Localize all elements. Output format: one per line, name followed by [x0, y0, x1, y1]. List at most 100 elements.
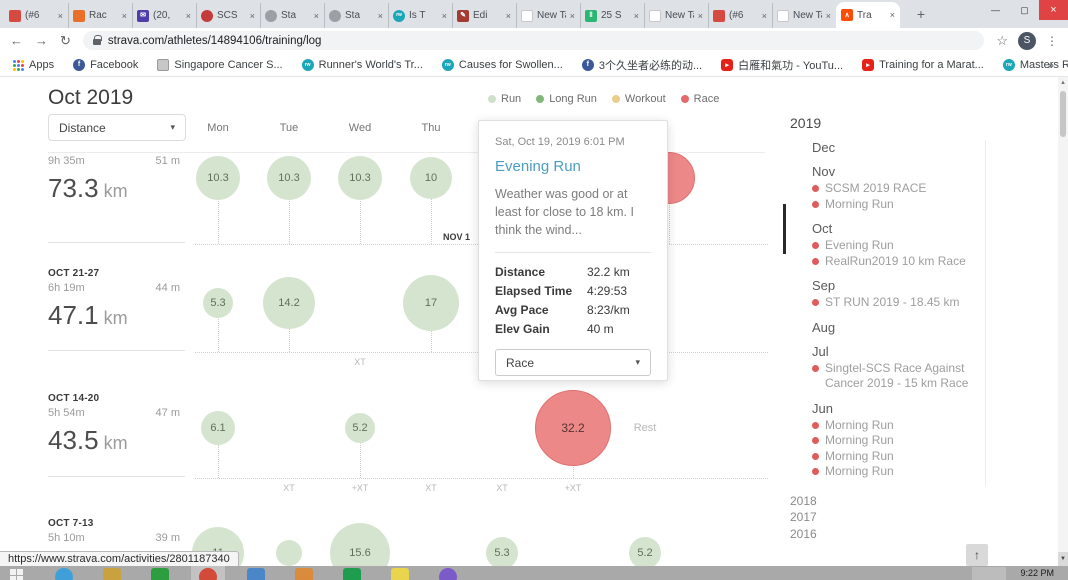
tab-close-icon[interactable]: × — [313, 10, 319, 21]
reload-icon[interactable]: ↻ — [60, 33, 71, 48]
taskbar-chrome-icon[interactable] — [199, 568, 217, 580]
activity-bubble[interactable]: 6.1 — [201, 411, 235, 445]
metric-select[interactable]: Distance ▾ — [48, 114, 186, 141]
sidebar-activity-link[interactable]: Morning Run — [812, 197, 981, 213]
bookmark-item[interactable]: ▸ 白雁和氣功 - YouTu... — [721, 57, 843, 73]
bookmark-item[interactable]: f 3个久坐者必练的动... — [581, 57, 702, 73]
activity-bubble[interactable]: 14.2 — [263, 277, 315, 329]
taskbar-internet-explorer-icon[interactable] — [55, 568, 73, 580]
browser-tab[interactable]: New Ta× — [516, 3, 580, 28]
sidebar-activity-link[interactable]: Morning Run — [812, 433, 981, 449]
sidebar-month-jul[interactable]: Jul — [812, 343, 829, 359]
taskbar-app-blue-icon[interactable] — [247, 568, 265, 580]
activity-title-link[interactable]: Evening Run — [495, 158, 581, 175]
sidebar-activity-link[interactable]: Evening Run — [812, 238, 981, 254]
sidebar-month-jun[interactable]: Jun — [812, 400, 833, 416]
taskbar-paint-icon[interactable] — [295, 568, 313, 580]
activity-bubble[interactable]: 10 — [410, 157, 452, 199]
tab-close-icon[interactable]: × — [761, 10, 767, 21]
browser-tab[interactable]: Rac × — [68, 3, 132, 28]
browser-tab[interactable]: ✎ Edi × — [452, 3, 516, 28]
bookmark-star-icon[interactable]: ☆ — [996, 32, 1008, 48]
taskbar-app-purple-icon[interactable] — [439, 568, 457, 580]
scrollbar-thumb[interactable] — [1060, 91, 1066, 137]
bookmark-item[interactable]: rw Masters Runners |... — [1002, 58, 1068, 71]
browser-tab[interactable]: New Ta× — [772, 3, 836, 28]
sidebar-month-dec[interactable]: Dec — [812, 140, 836, 155]
forward-icon[interactable]: → — [35, 33, 48, 48]
sidebar-activity-link[interactable]: Morning Run — [812, 418, 981, 434]
bookmark-item[interactable]: ▸ Training for a Marat... — [862, 58, 984, 71]
sidebar-activity-link[interactable]: Morning Run — [812, 464, 981, 480]
browser-tab-active[interactable]: ∧ Tra × — [836, 2, 900, 28]
browser-tab[interactable]: (#6 × — [708, 3, 772, 28]
bookmarks-overflow-icon[interactable]: » — [1047, 57, 1054, 72]
browser-tab[interactable]: SCS × — [196, 3, 260, 28]
url-input[interactable]: strava.com/athletes/14894106/training/lo… — [82, 31, 985, 50]
maximize-button[interactable]: ▢ — [1020, 4, 1029, 15]
sidebar-month-aug[interactable]: Aug — [812, 319, 836, 335]
scrollbar-up-icon[interactable]: ▲ — [1060, 80, 1066, 86]
tab-close-icon[interactable]: × — [377, 10, 383, 21]
sidebar-year-2016[interactable]: 2016 — [790, 526, 817, 541]
activity-bubble[interactable]: 10.3 — [338, 156, 382, 200]
sidebar-activity-link[interactable]: SCSM 2019 RACE — [812, 181, 981, 197]
scroll-to-top-button[interactable]: ↑ — [966, 544, 988, 566]
sidebar-year-header[interactable]: 2019 — [790, 115, 822, 131]
tab-close-icon[interactable]: × — [569, 10, 575, 21]
activity-bubble[interactable]: 5.2 — [345, 413, 375, 443]
bookmark-item[interactable]: Apps — [12, 59, 54, 71]
new-tab-button[interactable]: + — [916, 6, 926, 22]
activity-type-select[interactable]: Race ▾ — [495, 349, 651, 377]
page-scrollbar[interactable]: ▲ ▼ — [1058, 77, 1068, 566]
profile-avatar[interactable]: S — [1018, 31, 1036, 50]
activity-bubble[interactable]: 10.3 — [267, 156, 311, 200]
tab-close-icon[interactable]: × — [249, 10, 255, 21]
secure-lock-icon[interactable] — [92, 35, 102, 45]
browser-tab[interactable]: (#6 × — [4, 3, 68, 28]
activity-bubble[interactable]: 5.3 — [203, 288, 233, 318]
activity-bubble[interactable]: 15.6 — [330, 523, 390, 566]
system-tray[interactable] — [972, 567, 1006, 580]
bookmark-item[interactable]: f Facebook — [73, 58, 138, 71]
activity-bubble[interactable]: 10.3 — [196, 156, 240, 200]
bookmark-item[interactable]: rw Runner's World's Tr... — [301, 58, 423, 71]
sidebar-activity-link[interactable]: Singtel-SCS Race Against Cancer 2019 - 1… — [812, 361, 981, 392]
back-icon[interactable]: ← — [10, 33, 23, 48]
browser-tab[interactable]: rw Is T × — [388, 3, 452, 28]
scrollbar-down-icon[interactable]: ▼ — [1058, 552, 1068, 566]
sidebar-activity-link[interactable]: ST RUN 2019 - 18.45 km — [812, 295, 981, 311]
sidebar-month-nov[interactable]: Nov — [812, 164, 836, 179]
start-button[interactable] — [10, 569, 16, 575]
window-close-button[interactable]: × — [1039, 0, 1068, 20]
taskbar-app-green-square-icon[interactable] — [343, 568, 361, 580]
browser-tab[interactable]: New Ta× — [644, 3, 708, 28]
taskbar-sticky-notes-icon[interactable] — [391, 568, 409, 580]
tab-close-icon[interactable]: × — [505, 10, 511, 21]
sidebar-activity-link[interactable]: RealRun2019 10 km Race — [812, 254, 981, 270]
tab-close-icon[interactable]: × — [441, 10, 447, 21]
sidebar-year-2017[interactable]: 2017 — [790, 510, 817, 524]
browser-tab[interactable]: ‖ 25 S × — [580, 3, 644, 28]
tab-close-icon[interactable]: × — [697, 10, 703, 21]
activity-bubble[interactable]: 5.3 — [486, 537, 518, 566]
tab-close-icon[interactable]: × — [889, 10, 895, 20]
activity-bubble[interactable]: 17 — [403, 275, 459, 331]
tab-close-icon[interactable]: × — [633, 10, 639, 21]
minimize-button[interactable]: — — [991, 5, 1000, 15]
tab-close-icon[interactable]: × — [57, 10, 63, 21]
activity-bubble[interactable]: 5.2 — [629, 537, 661, 566]
taskbar-file-explorer-icon[interactable] — [103, 568, 121, 580]
tab-close-icon[interactable]: × — [185, 10, 191, 21]
bookmark-item[interactable]: Singapore Cancer S... — [157, 58, 283, 71]
browser-menu-icon[interactable]: ⋮ — [1046, 33, 1058, 48]
sidebar-month-sep[interactable]: Sep — [812, 278, 836, 293]
activity-bubble[interactable]: 32.2 — [535, 390, 611, 466]
tab-close-icon[interactable]: × — [825, 10, 831, 21]
sidebar-activity-link[interactable]: Morning Run — [812, 449, 981, 465]
taskbar-app-green-icon[interactable] — [151, 568, 169, 580]
sidebar-year-2018[interactable]: 2018 — [790, 493, 817, 508]
browser-tab[interactable]: Sta × — [324, 3, 388, 28]
activity-bubble[interactable] — [276, 540, 302, 566]
sidebar-month-oct[interactable]: Oct — [812, 221, 833, 236]
